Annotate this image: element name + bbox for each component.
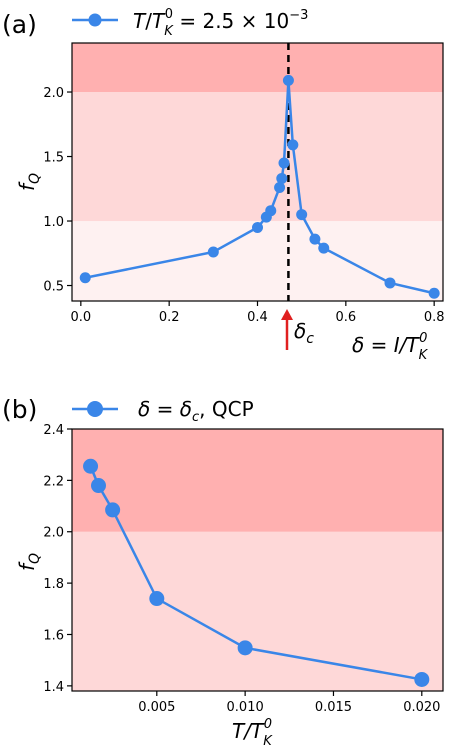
- panel-a-yticks: 0.5 1.0 1.5 2.0: [43, 86, 72, 295]
- b-ytick-label: 2.4: [43, 423, 64, 438]
- b-ytick-label: 1.4: [43, 680, 64, 695]
- a-data-point: [287, 139, 299, 151]
- panel-b-xticks: 0.005 0.010 0.015 0.020: [138, 691, 440, 715]
- a-xtick-label: 0.0: [70, 310, 91, 325]
- a-data-point: [282, 74, 294, 86]
- a-data-point: [276, 172, 288, 184]
- panel-a-xlabel: δ = I/TK0: [352, 331, 429, 363]
- panel-b-legend-marker: [87, 401, 103, 417]
- a-data-point: [207, 246, 219, 258]
- a-band-1: [72, 92, 443, 222]
- a-data-point: [428, 287, 440, 299]
- panel-b-ylabel: fQ: [15, 553, 43, 571]
- a-data-point: [252, 221, 263, 233]
- panel-b-legend-label: δ = δc, QCP: [138, 397, 254, 425]
- panel-b-frame: [71, 428, 444, 692]
- panel-b-xlabel: T/TK0: [232, 717, 273, 749]
- b-data-point: [83, 458, 99, 474]
- a-xtick-label: 0.4: [247, 310, 268, 325]
- b-data-point: [105, 502, 121, 518]
- b-data-point: [149, 591, 165, 607]
- panel-b-series: [83, 458, 430, 687]
- b-ytick-label: 2.0: [43, 526, 64, 541]
- b-ytick-label: 1.8: [43, 577, 64, 592]
- panel-a: 0.0 0.2 0.4 0.6 0.8 0.5 1.0 1.5 2.0 (a) T/TK0 =…: [2, 7, 445, 363]
- b-ytick-label: 2.2: [43, 474, 64, 489]
- a-ytick-label: 2.0: [43, 86, 64, 101]
- a-xtick-label: 0.6: [335, 310, 356, 325]
- panel-a-critical-marker: δc: [281, 309, 314, 350]
- b-xtick-label: 0.015: [315, 700, 352, 715]
- panel-a-ylabel: fQ: [15, 173, 43, 191]
- b-xtick-label: 0.010: [227, 700, 264, 715]
- a-data-point: [274, 181, 286, 193]
- a-xtick-label: 0.2: [159, 310, 180, 325]
- a-xtick-label: 0.8: [424, 310, 445, 325]
- a-data-point: [278, 157, 290, 169]
- b-ytick-label: 1.6: [43, 628, 64, 643]
- a-data-point: [79, 272, 91, 284]
- b-xtick-label: 0.020: [403, 700, 440, 715]
- b-xtick-label: 0.005: [138, 700, 175, 715]
- panel-a-legend: T/TK0 = 2.5 × 10−3: [72, 7, 308, 39]
- a-data-point: [384, 277, 396, 289]
- a-data-point: [309, 233, 321, 245]
- b-data-point: [91, 478, 106, 494]
- a-data-point: [318, 242, 330, 254]
- panel-b-yticks: 1.4 1.6 1.8 2.0 2.2 2.4: [43, 423, 72, 695]
- panel-a-label: (a): [2, 10, 37, 39]
- panel-a-legend-marker: [88, 13, 102, 27]
- panel-a-xticks: 0.0 0.2 0.4 0.6 0.8: [70, 301, 445, 325]
- a-data-point: [296, 209, 308, 221]
- panel-a-legend-label: T/TK0 = 2.5 × 10−3: [133, 7, 308, 39]
- a-ytick-label: 1.0: [43, 215, 64, 230]
- a-ytick-label: 0.5: [43, 280, 64, 295]
- panel-a-critical-label: δc: [294, 319, 314, 347]
- critical-arrow-head: [281, 309, 293, 320]
- a-ytick-label: 1.5: [43, 151, 64, 166]
- a-band-2: [72, 43, 443, 93]
- panel-b-legend: δ = δc, QCP: [72, 397, 254, 425]
- b-band-0: [72, 531, 443, 691]
- panel-b: 0.005 0.010 0.015 0.020 1.41.61.82.02.22.4 …: [2, 395, 444, 749]
- panel-a-bands: [72, 43, 443, 301]
- b-band-1: [72, 429, 443, 532]
- b-axes-frame: [71, 428, 444, 692]
- a-band-0: [72, 221, 443, 301]
- b-data-point: [414, 671, 430, 687]
- panel-a-series: [79, 74, 440, 299]
- panel-b-bands: [72, 429, 443, 691]
- b-data-point: [237, 640, 253, 656]
- a-data-point: [265, 205, 277, 217]
- panel-b-label: (b): [2, 395, 37, 424]
